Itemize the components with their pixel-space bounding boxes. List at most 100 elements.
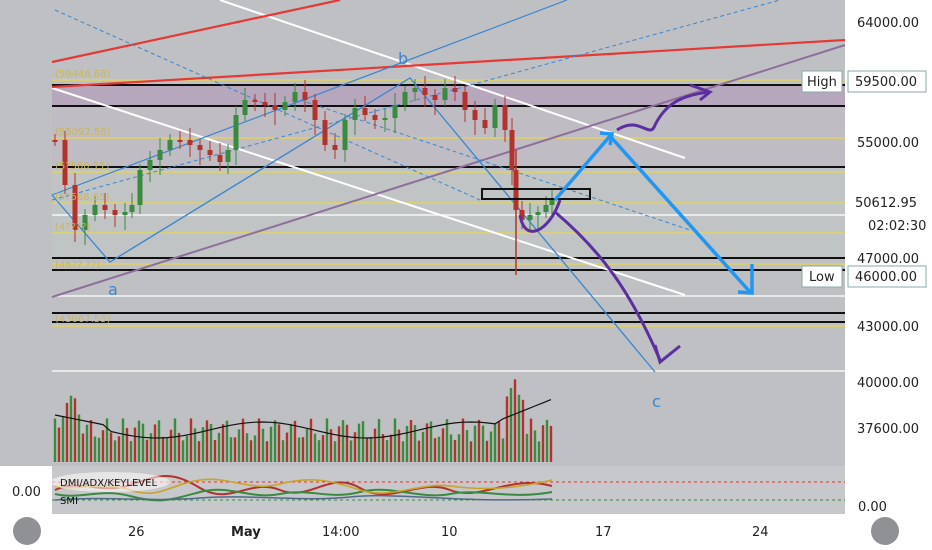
volume-bar <box>185 435 189 462</box>
volume-bar <box>61 415 65 462</box>
volume-bar <box>293 420 297 462</box>
volume-bar <box>69 395 73 462</box>
volume-bar <box>321 435 325 462</box>
candle-body <box>292 92 298 102</box>
volume-bar <box>405 425 409 462</box>
volume-bar <box>385 440 389 462</box>
projection-purple-down <box>554 210 662 361</box>
volume-bar <box>549 425 553 462</box>
volume-bar <box>209 424 213 462</box>
volume-bar <box>309 418 313 462</box>
volume-bar <box>205 420 209 462</box>
projection-purple-up-arrowhead <box>689 83 714 102</box>
candle-body <box>322 120 328 145</box>
candle-body <box>332 145 338 150</box>
volume-bar <box>433 438 437 462</box>
indicator-left-tick: 0.00 <box>12 485 41 500</box>
volume-bar <box>425 423 429 462</box>
volume-bar <box>97 437 101 462</box>
wave-label-b: b <box>398 49 408 68</box>
low-label: Low <box>809 270 835 285</box>
candle-body <box>197 145 203 150</box>
blue-channel-upper <box>51 0 568 196</box>
volume-bar <box>273 420 277 462</box>
volume-bar <box>349 440 353 462</box>
volume-bar <box>73 398 77 462</box>
volume-bar <box>381 434 385 462</box>
candle-body <box>282 102 288 110</box>
candle-body <box>432 95 438 100</box>
time-tick-26: 26 <box>128 525 145 540</box>
indicator-label-smi: SMI <box>60 496 78 507</box>
candle-body <box>492 105 498 128</box>
white-lines <box>51 0 845 372</box>
candle-body <box>312 100 318 120</box>
volume-bar <box>249 440 253 462</box>
volume-bar <box>157 420 161 462</box>
volume-bar <box>153 424 157 462</box>
volume-bar <box>253 435 257 462</box>
projection-blue-arrowhead-down <box>737 264 754 295</box>
high-label: High <box>807 75 837 90</box>
volume-bar <box>85 424 89 462</box>
indicator-label-dmi: DMI/ADX/KEYLEVEL <box>60 478 157 489</box>
volume-bar <box>513 379 517 462</box>
candle-body <box>52 140 58 142</box>
projection-purple-base <box>518 199 562 233</box>
volume-bar <box>125 427 129 462</box>
scroll-left-button[interactable] <box>13 517 41 545</box>
bar-countdown: 02:02:30 <box>868 219 926 234</box>
candle-body <box>452 88 458 92</box>
volume-bar <box>285 432 289 462</box>
candle-body <box>442 88 448 100</box>
fib-label-5: (4????) <box>55 222 90 233</box>
volume-bar <box>281 440 285 462</box>
volume-bar <box>477 419 481 462</box>
candle-body <box>147 160 153 170</box>
candle-body <box>157 150 163 160</box>
volume-bar <box>537 441 541 462</box>
volume-bar <box>361 421 365 462</box>
mid-zone <box>52 167 845 259</box>
volume-bar <box>529 418 533 462</box>
volume-bar <box>77 414 81 462</box>
indicator-label-backdrop <box>50 472 170 492</box>
volume-bar <box>545 419 549 462</box>
volume-bar <box>345 424 349 462</box>
candle-body <box>519 210 525 220</box>
volume-bar <box>57 427 61 462</box>
candle-body <box>482 120 488 128</box>
time-tick-may: May <box>231 525 261 540</box>
volume-bar <box>353 432 357 462</box>
volume-bar <box>277 424 281 462</box>
volume-bar <box>241 418 245 462</box>
order-block-box <box>481 188 591 200</box>
indicator-lines <box>50 472 845 502</box>
red-trend-lower <box>51 38 846 89</box>
volume-bar <box>501 438 505 462</box>
volume-moving-average <box>54 399 552 439</box>
volume-bar <box>149 433 153 462</box>
volume-bar <box>229 437 233 462</box>
purple-trend <box>51 44 846 298</box>
volume-bar <box>465 429 469 462</box>
volume-bar <box>109 432 113 462</box>
candle-body <box>272 105 278 110</box>
volume-bar <box>413 425 417 462</box>
volume-bar <box>297 437 301 462</box>
white-channel-upper <box>219 0 686 159</box>
candle-body <box>462 92 468 110</box>
volume-bar <box>313 433 317 462</box>
volume-bar <box>113 440 117 462</box>
low-label-badge <box>801 265 843 288</box>
candle-body <box>402 92 408 105</box>
volume-histogram <box>53 379 553 462</box>
scroll-right-button[interactable] <box>871 517 899 545</box>
candle-body <box>137 170 143 205</box>
volume-bar <box>521 399 525 462</box>
candle-body <box>382 118 388 120</box>
volume-bar <box>533 430 537 462</box>
volume-bar <box>213 439 217 462</box>
volume-bar <box>145 439 149 462</box>
time-axis-background <box>0 514 845 550</box>
